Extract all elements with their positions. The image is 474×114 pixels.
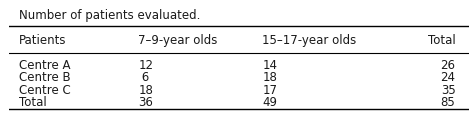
Text: 7–9-year olds: 7–9-year olds [138,34,218,47]
Text: 12: 12 [138,58,153,71]
Text: 14: 14 [263,58,277,71]
Text: 85: 85 [441,95,456,108]
Text: Centre A: Centre A [18,58,70,71]
Text: 36: 36 [138,95,153,108]
Text: 18: 18 [263,71,277,84]
Text: 24: 24 [440,71,456,84]
Text: 35: 35 [441,83,456,96]
Text: 49: 49 [263,95,277,108]
Text: Total: Total [428,34,456,47]
Text: Patients: Patients [18,34,66,47]
Text: Total: Total [18,95,46,108]
Text: Number of patients evaluated.: Number of patients evaluated. [18,9,200,22]
Text: Centre C: Centre C [18,83,71,96]
Text: Centre B: Centre B [18,71,70,84]
Text: 6: 6 [138,71,149,84]
Text: 15–17-year olds: 15–17-year olds [263,34,356,47]
Text: 26: 26 [440,58,456,71]
Text: 17: 17 [263,83,277,96]
Text: 18: 18 [138,83,153,96]
